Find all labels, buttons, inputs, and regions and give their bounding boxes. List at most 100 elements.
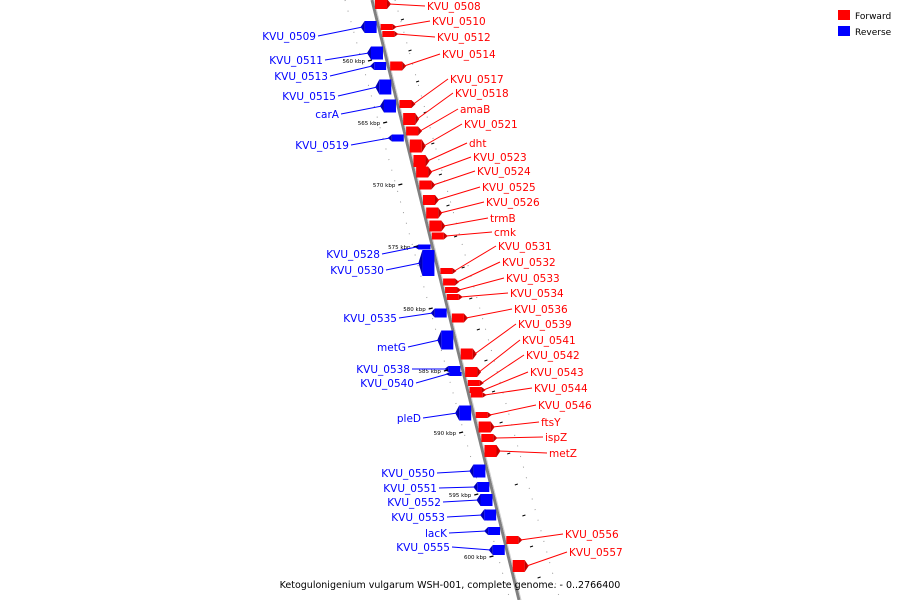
forward-label-leader xyxy=(388,3,426,7)
gene-features xyxy=(360,0,529,572)
reverse-gene xyxy=(434,308,447,318)
forward-gene xyxy=(512,560,525,572)
forward-gene-label: dht xyxy=(469,138,486,150)
forward-gene-label: KVU_0514 xyxy=(442,49,496,61)
forward-gene xyxy=(470,392,483,398)
forward-gene-label: KVU_0542 xyxy=(526,350,580,362)
forward-gene xyxy=(426,207,439,219)
reverse-gene xyxy=(473,464,486,478)
forward-gene-label: ftsY xyxy=(541,417,561,429)
forward-label-leader xyxy=(429,156,472,173)
kbp-marker-label: 570 kbp xyxy=(373,183,396,189)
forward-label-leader xyxy=(498,450,548,454)
genome-backbone xyxy=(370,0,521,600)
reverse-label-leader xyxy=(337,86,378,97)
kbp-marker-label: 575 kbp xyxy=(388,245,411,251)
reverse-gene xyxy=(480,494,493,506)
forward-label-leader xyxy=(478,339,521,373)
forward-label-leader xyxy=(481,354,525,384)
reverse-gene xyxy=(477,482,490,492)
forward-gene xyxy=(423,195,435,205)
forward-gene-label: KVU_0539 xyxy=(518,319,572,331)
kbp-marker-label: 565 kbp xyxy=(358,121,381,127)
reverse-gene-label: KVU_0519 xyxy=(295,140,349,152)
forward-label-leader xyxy=(396,33,436,38)
kbp-tick xyxy=(398,183,403,186)
forward-gene xyxy=(403,113,416,125)
forward-gene xyxy=(390,61,403,71)
forward-gene xyxy=(506,536,519,544)
reverse-gene-label: KVU_0552 xyxy=(387,497,441,509)
reverse-label-leader xyxy=(415,373,448,384)
forward-label-leader xyxy=(433,170,476,186)
reverse-gene-label: KVU_0553 xyxy=(391,512,445,524)
reverse-label-leader xyxy=(340,105,383,115)
reverse-gene-label: KVU_0538 xyxy=(356,364,410,376)
minor-tick xyxy=(537,576,541,579)
minor-tick xyxy=(446,204,450,207)
kbp-tick xyxy=(489,555,494,558)
reverse-gene-label: KVU_0540 xyxy=(360,378,414,390)
forward-gene-label: KVU_0532 xyxy=(502,257,556,269)
minor-tick xyxy=(469,297,473,300)
forward-gene xyxy=(409,139,422,153)
minor-tick xyxy=(438,173,443,176)
minor-tick xyxy=(415,80,420,83)
forward-gene-label: KVU_0517 xyxy=(450,74,504,86)
forward-gene-label: KVU_0543 xyxy=(530,367,584,379)
forward-label-leader xyxy=(495,436,544,439)
forward-label-leader xyxy=(440,201,485,214)
forward-label-leader xyxy=(419,108,459,132)
forward-label-leader xyxy=(526,551,568,567)
kbp-marker-label: 560 kbp xyxy=(343,59,366,65)
forward-gene-label: trmB xyxy=(490,213,516,225)
forward-gene xyxy=(380,24,393,30)
kbp-marker-label: 600 kbp xyxy=(464,555,487,561)
forward-gene xyxy=(446,294,459,300)
gene-labels: KVU_0508 KVU_0510 KVU_0512 KVU_0514 KVU_0517… xyxy=(262,1,623,567)
minor-tick xyxy=(529,545,534,548)
forward-label-leader xyxy=(492,421,540,428)
reverse-gene-label: KVU_0535 xyxy=(343,313,397,325)
forward-gene-label: KVU_0541 xyxy=(522,335,576,347)
forward-gene-label: KVU_0518 xyxy=(455,88,509,100)
reverse-label-leader xyxy=(446,514,483,518)
forward-label-leader xyxy=(427,142,468,162)
genome-caption: Ketogulonigenium vulgarum WSH-001, compl… xyxy=(280,580,621,591)
forward-gene-label: KVU_0546 xyxy=(538,400,592,412)
forward-gene xyxy=(443,278,456,286)
reverse-label-leader xyxy=(317,26,363,37)
reverse-label-leader xyxy=(329,65,373,77)
reverse-label-leader xyxy=(451,546,491,551)
reverse-gene xyxy=(374,62,387,70)
legend-reverse-swatch xyxy=(838,26,850,36)
forward-gene-label: cmk xyxy=(494,227,517,239)
reverse-gene xyxy=(441,330,454,350)
forward-gene-label: KVU_0556 xyxy=(565,529,619,541)
forward-gene xyxy=(467,380,480,386)
forward-label-leader xyxy=(483,371,529,391)
forward-label-leader xyxy=(404,53,441,67)
forward-gene xyxy=(416,166,429,178)
reverse-label-leader xyxy=(422,412,458,419)
reverse-label-leader xyxy=(436,470,472,474)
reverse-label-leader xyxy=(385,262,421,271)
reverse-gene xyxy=(364,21,377,33)
reverse-gene xyxy=(422,250,435,276)
kbp-marker-label: 585 kbp xyxy=(418,369,441,375)
forward-gene-label: KVU_0557 xyxy=(569,547,623,559)
forward-gene xyxy=(419,180,432,190)
forward-label-leader xyxy=(413,78,449,105)
reverse-gene-label: KVU_0513 xyxy=(274,71,328,83)
reverse-label-leader xyxy=(398,312,433,319)
reverse-gene-label: metG xyxy=(377,342,406,354)
kbp-tick xyxy=(367,59,373,62)
forward-label-leader xyxy=(520,533,564,541)
forward-gene xyxy=(374,0,387,9)
minor-tick xyxy=(476,328,481,331)
reverse-label-leader xyxy=(442,499,479,503)
reverse-label-leader xyxy=(448,530,487,534)
forward-gene-label: KVU_0534 xyxy=(510,288,564,300)
reverse-gene-label: lacK xyxy=(425,528,448,540)
forward-gene-label: metZ xyxy=(549,448,577,460)
